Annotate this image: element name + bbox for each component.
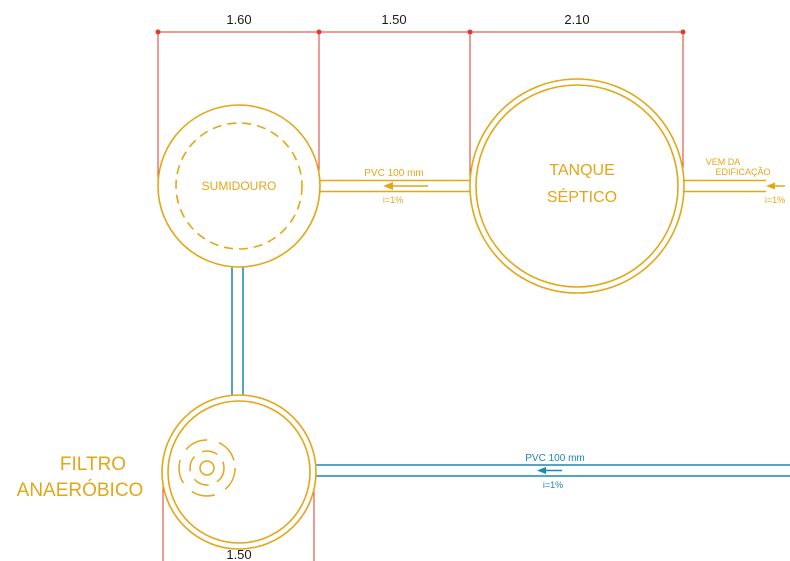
dimension-tick — [680, 29, 686, 35]
anaerobic-filter-inner — [167, 400, 311, 544]
anaerobic-filter — [161, 394, 317, 550]
inlet-pipe — [683, 179, 766, 193]
sumidouro-label: SUMIDOURO — [202, 179, 277, 193]
sumidouro-inner-dashed — [175, 122, 303, 250]
dimension-filtro-label: 1.50 — [226, 547, 251, 561]
arrow-left-icon — [766, 182, 785, 190]
connecting-pipe-label: PVC 100 mm — [364, 168, 423, 179]
dimension-tanque-label: 2.10 — [564, 12, 589, 27]
outflow-pipe-label: PVC 100 mm — [525, 453, 584, 464]
sumidouro-tank — [157, 104, 321, 268]
inlet-label-line1: VEM DA — [706, 157, 741, 167]
anaerobic-filter-label-line2: ANAERÓBICO — [17, 479, 144, 501]
outflow-pipe — [314, 464, 790, 477]
arrow-left-icon — [383, 182, 428, 190]
anaerobic-filter-label-line1: FILTRO — [60, 454, 126, 475]
inlet-slope-label: i=1% — [765, 195, 785, 205]
inlet-label-line2: EDIFICAÇÃO — [715, 167, 770, 177]
dimension-gap-label: 1.50 — [381, 12, 406, 27]
anaerobic-filter-outer — [161, 394, 317, 550]
dimension-tick — [155, 29, 161, 35]
dimension-sumidouro-label: 1.60 — [226, 12, 251, 27]
septic-tank-label-line2: SÉPTICO — [547, 187, 617, 206]
outflow-slope-label: i=1% — [543, 480, 563, 490]
sumidouro-outline — [157, 104, 321, 268]
arrow-left-icon — [537, 467, 562, 474]
connecting-slope-label: i=1% — [383, 195, 403, 205]
septic-tank-outer — [469, 78, 685, 294]
septic-tank — [469, 78, 685, 294]
connecting-pipe — [319, 179, 470, 193]
filter-media-icon — [178, 439, 236, 497]
dimension-tick — [467, 29, 473, 35]
dimension-tick — [316, 29, 322, 35]
septic-tank-label-line1: TANQUE — [549, 162, 614, 179]
dimension-ticks — [155, 29, 686, 35]
vertical-pipe — [231, 265, 244, 397]
septic-tank-inner — [475, 84, 679, 288]
